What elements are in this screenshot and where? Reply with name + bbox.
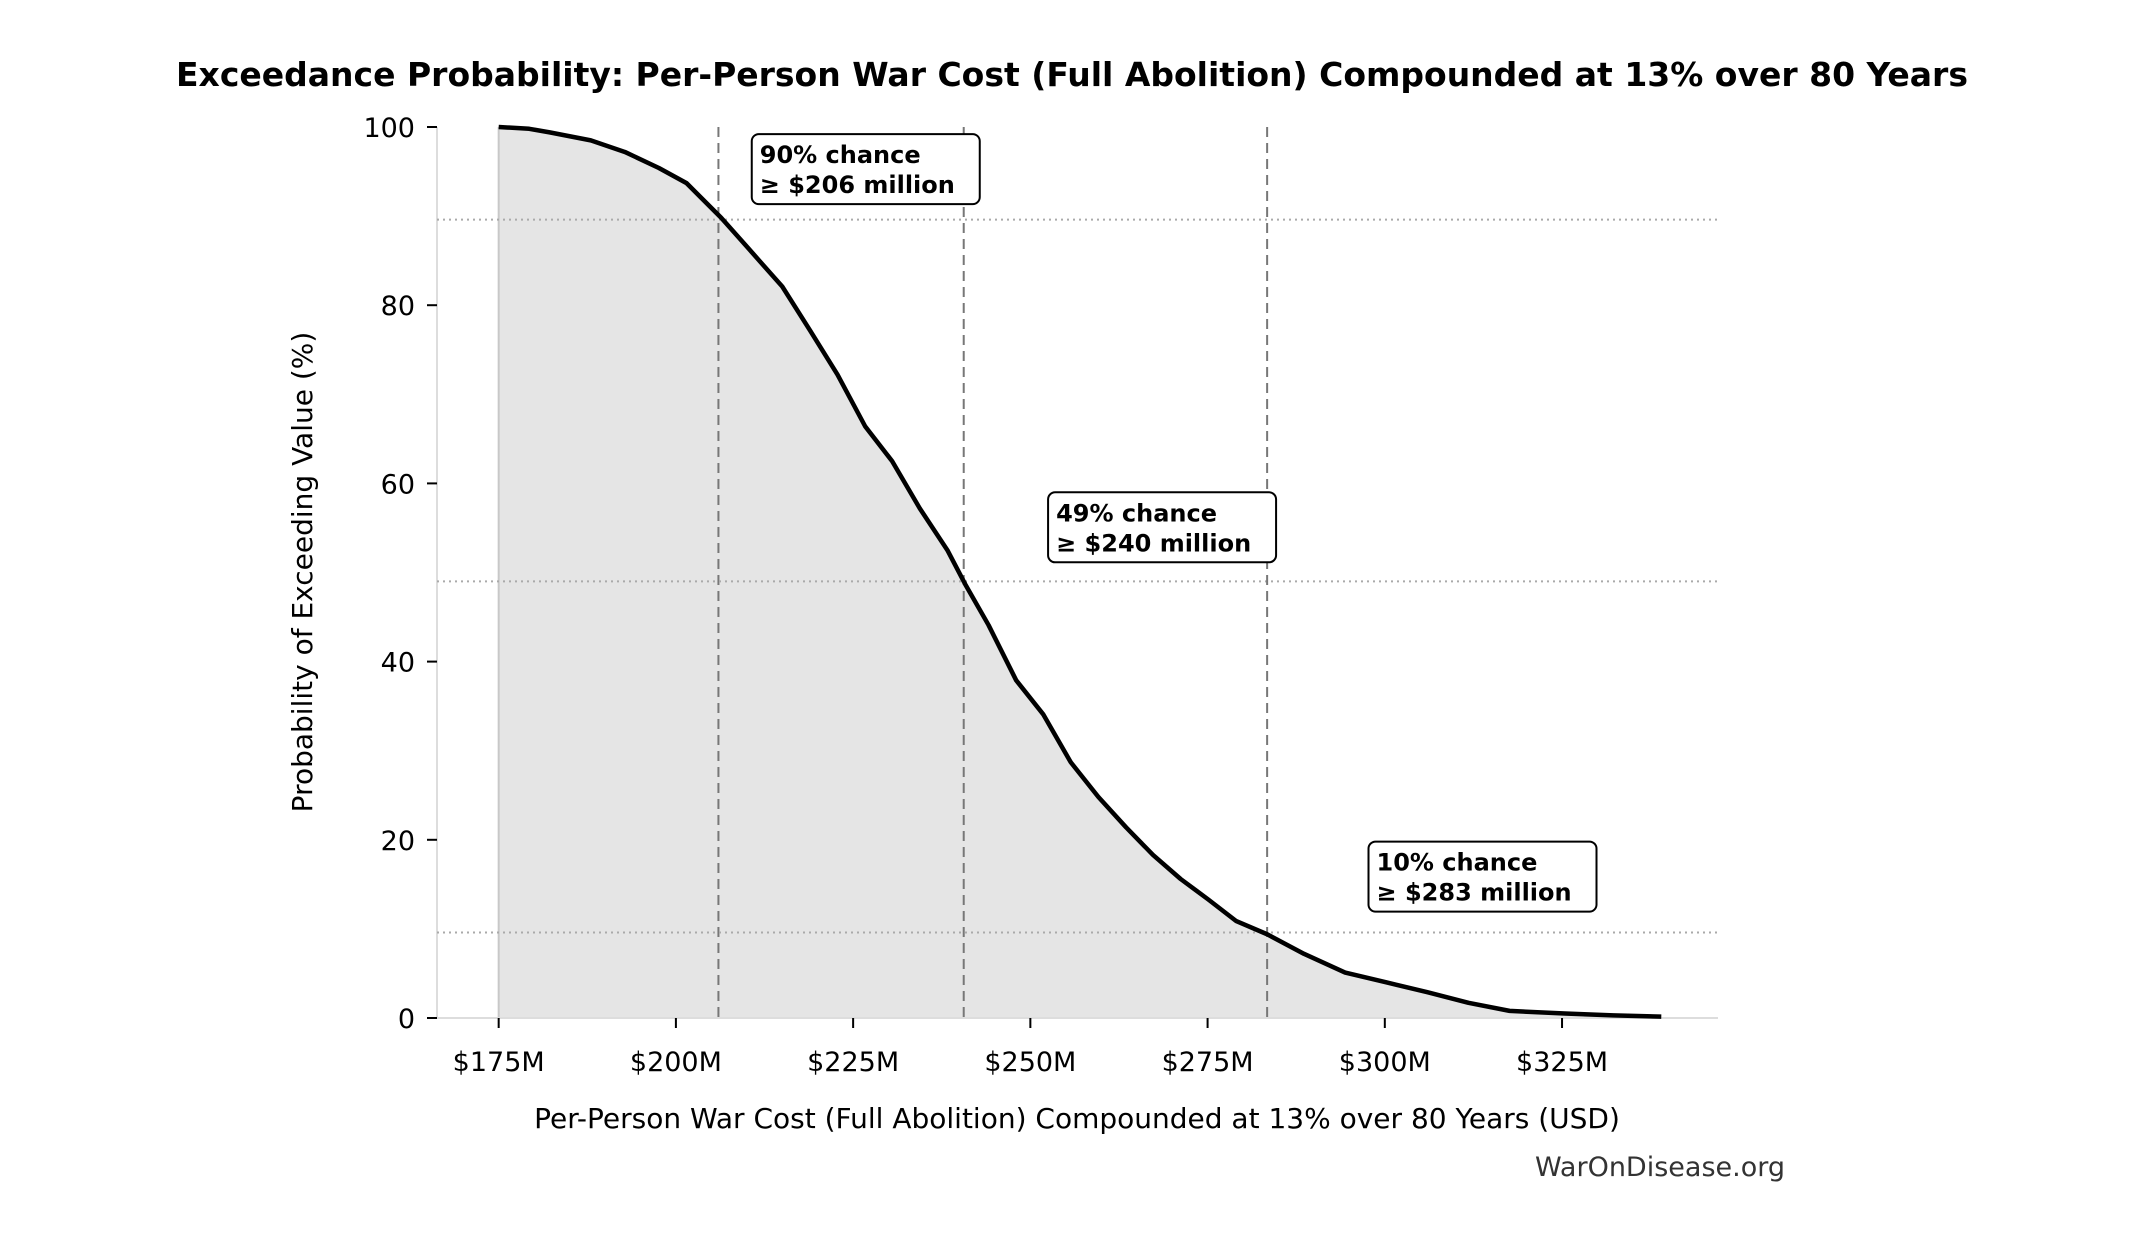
watermark: WarOnDisease.org <box>1535 1152 1785 1183</box>
annotation-chance: 90% chance <box>760 141 921 169</box>
y-tick-label: 40 <box>381 648 415 679</box>
annotation-chance: 49% chance <box>1056 499 1217 527</box>
exceedance-line <box>498 124 1662 1019</box>
annotation-value: ≥ $206 million <box>760 171 955 199</box>
plot-area: $175M $200M $225M $250M $275M $300M $325M 0 20 40… <box>363 113 1718 1078</box>
annotation-value: ≥ $283 million <box>1377 879 1572 907</box>
annotation-box <box>1047 491 1278 564</box>
x-axis-label: Per-Person War Cost (Full Abolition) Com… <box>534 1102 1620 1135</box>
annotation-box <box>1367 840 1598 913</box>
x-tick-label: $225M <box>807 1047 899 1078</box>
x-tick-label: $325M <box>1516 1047 1608 1078</box>
y-tick-label: 60 <box>381 469 415 500</box>
area-fill <box>498 127 1662 1018</box>
annotation-box <box>750 133 981 206</box>
chart-title: Exceedance Probability: Per-Person War C… <box>176 55 1968 94</box>
annotation-value: ≥ $240 million <box>1056 529 1251 557</box>
y-tick-label: 20 <box>381 826 415 857</box>
x-tick-label: $250M <box>984 1047 1076 1078</box>
x-tick-label: $175M <box>453 1047 545 1078</box>
x-tick-label: $200M <box>630 1047 722 1078</box>
x-tick-label: $275M <box>1162 1047 1254 1078</box>
y-tick-label: 80 <box>381 291 415 322</box>
y-axis-label: Probability of Exceeding Value (%) <box>286 332 319 813</box>
y-tick-label: 100 <box>363 113 415 144</box>
y-tick-label: 0 <box>398 1004 415 1035</box>
x-tick-label: $300M <box>1339 1047 1431 1078</box>
annotation-chance: 10% chance <box>1377 849 1538 877</box>
